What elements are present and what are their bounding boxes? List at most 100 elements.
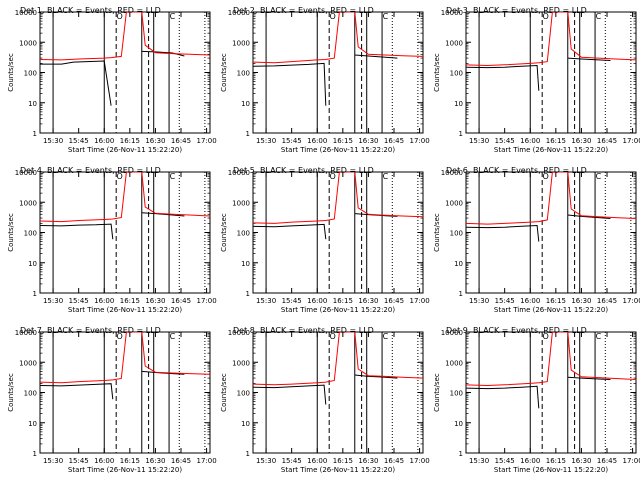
panel-title: Det 6, BLACK = Events, RED = LLD [446,166,587,175]
marker-label-c: C [596,172,602,181]
x-tick-label: 16:45 [384,137,404,145]
series-line-events [466,385,540,409]
y-tick-label: 10000 [441,169,463,177]
x-tick-label: 16:15 [120,297,140,305]
marker-label-c: C [596,12,602,21]
detector-panel: Det 2, BLACK = Events, RED = LLD 1 10 100 10… [220,6,430,154]
x-tick-label: 15:45 [69,137,89,145]
y-tick-label: 10 [454,100,463,108]
x-axis-label: Start Time (26-Nov-11 15:22:20) [68,306,182,314]
x-axis-label: Start Time (26-Nov-11 15:22:20) [281,146,395,154]
y-axis-label: Counts/sec [7,373,15,412]
x-tick-label: 16:30 [358,297,378,305]
y-tick-label: 100 [24,230,37,238]
y-tick-label: 10 [241,420,250,428]
y-tick-label: 100 [237,390,250,398]
x-tick-label: 16:30 [571,297,591,305]
series-line-lld [253,172,423,224]
x-tick-label: 15:45 [495,297,515,305]
y-axis-label: Counts/sec [220,373,228,412]
x-tick-label: 16:15 [546,297,566,305]
y-tick-label: 10 [454,420,463,428]
series-line-lld [253,332,423,386]
y-tick-label: 1 [459,130,463,138]
x-tick-label: 15:45 [282,457,302,465]
series-line-events [253,384,327,405]
series-line-lld [466,172,636,225]
y-axis-label: Counts/sec [433,373,441,412]
series-line-lld [466,12,636,67]
x-axis-label: Start Time (26-Nov-11 15:22:20) [68,466,182,474]
x-axis-label: Start Time (26-Nov-11 15:22:20) [281,466,395,474]
x-tick-label: 17:00 [196,297,216,305]
marker-label-o: O [329,172,335,181]
series-line-events [141,50,185,57]
plot-frame [252,331,424,454]
y-tick-label: 1000 [445,39,463,47]
y-tick-label: 1000 [19,359,37,367]
marker-label-c: C [170,332,176,341]
x-tick-label: 15:30 [43,457,63,465]
panel-title: Det 1, BLACK = Events, RED = LLD [20,6,161,15]
panel-title: Det 8, BLACK = Events, RED = LLD [233,326,374,335]
y-tick-label: 1 [459,450,463,458]
y-tick-label: 10 [28,260,37,268]
x-tick-label: 16:30 [145,297,165,305]
y-tick-label: 1000 [445,199,463,207]
x-tick-label: 16:15 [333,457,353,465]
y-tick-label: 10000 [441,329,463,337]
x-tick-label: 16:45 [597,137,617,145]
x-tick-label: 16:15 [546,457,566,465]
series-line-lld [40,332,210,384]
y-tick-label: 1 [459,290,463,298]
plot-frame [39,171,211,294]
detector-panel: Det 4, BLACK = Events, RED = LLD 1 10 100 10… [7,166,217,314]
series-line-events [253,223,327,240]
panel-title: Det 3, BLACK = Events, RED = LLD [446,6,587,15]
x-tick-label: 16:00 [94,297,114,305]
series-line-events [567,57,611,61]
y-tick-label: 10 [28,420,37,428]
x-tick-label: 15:30 [256,297,276,305]
detector-panel: Det 1, BLACK = Events, RED = LLD 1 10 100 10… [7,6,217,154]
detector-panel: Det 5, BLACK = Events, RED = LLD 1 10 100 10… [220,166,430,314]
x-tick-label: 16:45 [597,457,617,465]
y-tick-label: 1000 [19,199,37,207]
x-tick-label: 16:00 [94,457,114,465]
y-axis-label: Counts/sec [220,213,228,252]
x-tick-label: 16:45 [171,297,191,305]
x-tick-label: 15:30 [469,137,489,145]
y-tick-label: 100 [450,70,463,78]
series-line-events [466,64,540,91]
panel-title: Det 2, BLACK = Events, RED = LLD [233,6,374,15]
series-line-events [354,374,398,379]
y-tick-label: 1 [33,290,37,298]
detector-panel: Det 6, BLACK = Events, RED = LLD 1 10 100 10… [433,166,640,314]
x-tick-label: 16:15 [120,457,140,465]
x-tick-label: 16:30 [358,457,378,465]
y-tick-label: 100 [450,390,463,398]
x-tick-label: 15:30 [256,457,276,465]
series-line-events [40,60,112,106]
x-tick-label: 16:00 [520,137,540,145]
plot-frame [39,331,211,454]
y-tick-label: 1000 [19,39,37,47]
y-tick-label: 100 [237,70,250,78]
detector-panel: Det 7, BLACK = Events, RED = LLD 1 10 100 10… [7,326,217,474]
x-tick-label: 16:30 [145,137,165,145]
y-axis-label: Counts/sec [7,53,15,92]
y-tick-label: 1000 [232,359,250,367]
x-tick-label: 15:30 [256,137,276,145]
x-tick-label: 16:30 [358,137,378,145]
y-tick-label: 100 [24,390,37,398]
x-tick-label: 16:00 [520,297,540,305]
y-tick-label: 10000 [228,329,250,337]
x-tick-label: 16:15 [120,137,140,145]
y-tick-label: 100 [237,230,250,238]
y-tick-label: 10000 [15,169,37,177]
x-tick-label: 16:45 [597,297,617,305]
y-tick-label: 1 [246,450,250,458]
y-tick-label: 10 [241,260,250,268]
x-tick-label: 15:30 [43,137,63,145]
